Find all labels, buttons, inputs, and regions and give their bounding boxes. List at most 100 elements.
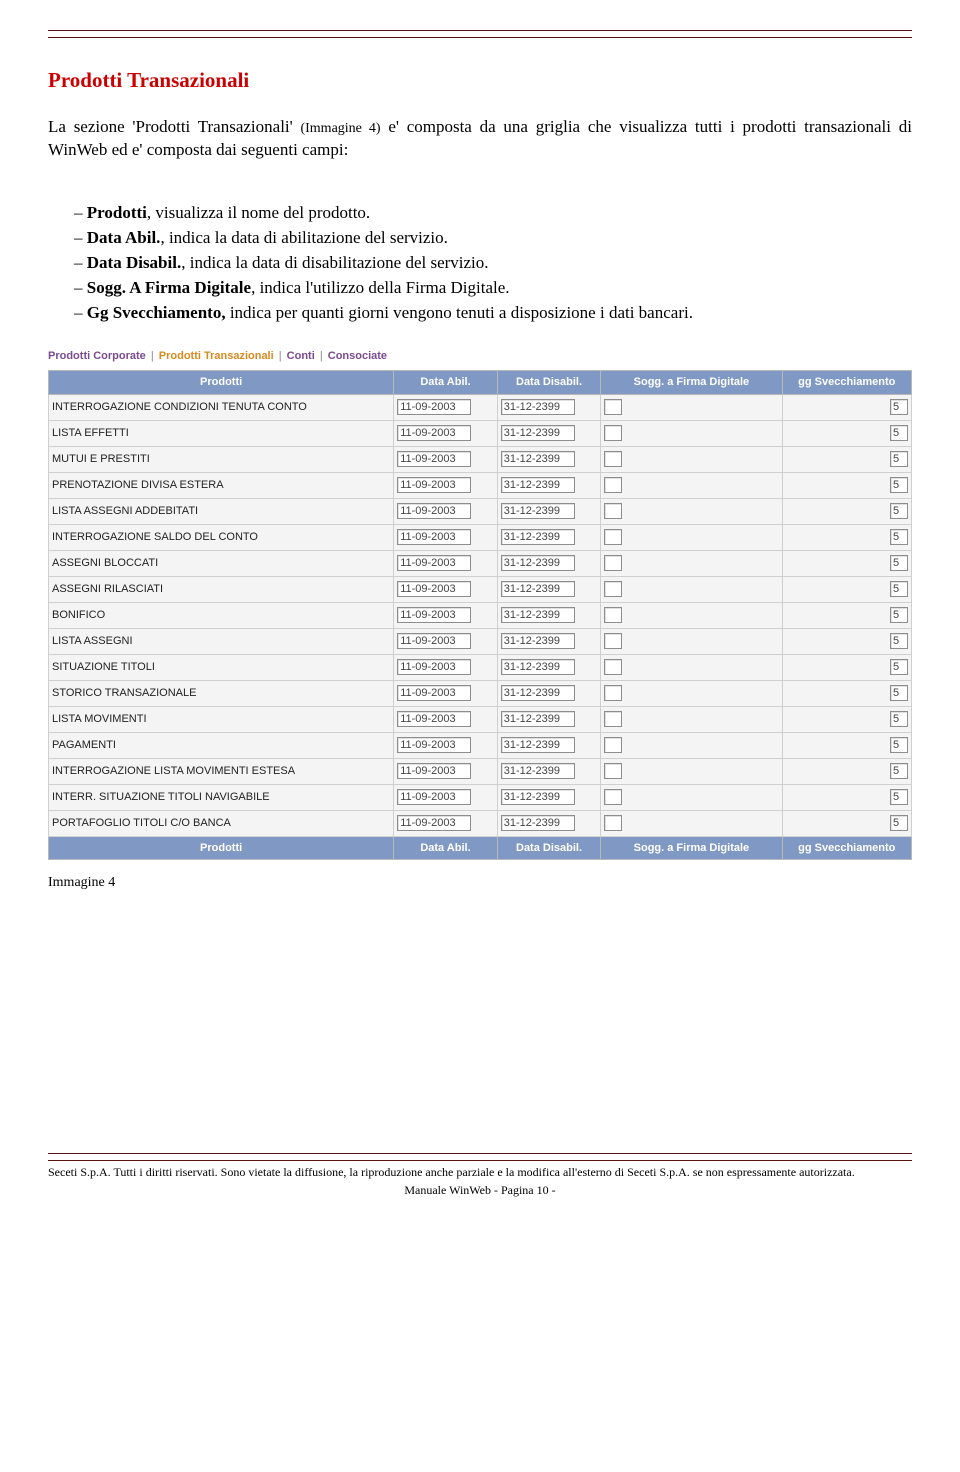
input-gg-svecc[interactable] xyxy=(890,633,908,649)
input-gg-svecc[interactable] xyxy=(890,763,908,779)
input-sogg-firma[interactable] xyxy=(604,529,622,545)
input-data-abil[interactable] xyxy=(397,581,471,597)
input-gg-svecc[interactable] xyxy=(890,503,908,519)
input-sogg-firma[interactable] xyxy=(604,503,622,519)
cell-sogg-firma xyxy=(601,784,782,810)
input-data-disabil[interactable] xyxy=(501,763,575,779)
footer-rights: Seceti S.p.A. Tutti i diritti riservati.… xyxy=(48,1165,912,1180)
cell-gg-svecc xyxy=(782,524,911,550)
input-data-abil[interactable] xyxy=(397,451,471,467)
input-data-abil[interactable] xyxy=(397,633,471,649)
input-sogg-firma[interactable] xyxy=(604,659,622,675)
tab-prodotti-transazionali[interactable]: Prodotti Transazionali xyxy=(159,350,274,362)
input-gg-svecc[interactable] xyxy=(890,529,908,545)
cell-prodotto: PORTAFOGLIO TITOLI C/O BANCA xyxy=(49,810,394,836)
cell-prodotto: LISTA MOVIMENTI xyxy=(49,706,394,732)
cell-sogg-firma xyxy=(601,472,782,498)
cell-sogg-firma xyxy=(601,706,782,732)
input-data-disabil[interactable] xyxy=(501,503,575,519)
input-sogg-firma[interactable] xyxy=(604,555,622,571)
input-data-abil[interactable] xyxy=(397,737,471,753)
table-row: PRENOTAZIONE DIVISA ESTERA xyxy=(49,472,912,498)
input-data-abil[interactable] xyxy=(397,763,471,779)
cell-prodotto: INTERROGAZIONE SALDO DEL CONTO xyxy=(49,524,394,550)
cell-gg-svecc xyxy=(782,550,911,576)
input-gg-svecc[interactable] xyxy=(890,399,908,415)
input-sogg-firma[interactable] xyxy=(604,581,622,597)
input-data-abil[interactable] xyxy=(397,529,471,545)
input-sogg-firma[interactable] xyxy=(604,789,622,805)
input-sogg-firma[interactable] xyxy=(604,399,622,415)
cell-sogg-firma xyxy=(601,680,782,706)
input-sogg-firma[interactable] xyxy=(604,451,622,467)
input-gg-svecc[interactable] xyxy=(890,659,908,675)
input-data-disabil[interactable] xyxy=(501,581,575,597)
input-data-disabil[interactable] xyxy=(501,451,575,467)
table-row: LISTA MOVIMENTI xyxy=(49,706,912,732)
input-data-abil[interactable] xyxy=(397,711,471,727)
input-data-abil[interactable] xyxy=(397,399,471,415)
tabs-bar: Prodotti Corporate | Prodotti Transazion… xyxy=(48,349,912,364)
cell-prodotto: ASSEGNI RILASCIATI xyxy=(49,576,394,602)
input-gg-svecc[interactable] xyxy=(890,425,908,441)
page-rule-bottom-2 xyxy=(48,1160,912,1161)
input-sogg-firma[interactable] xyxy=(604,477,622,493)
cell-sogg-firma xyxy=(601,602,782,628)
input-data-disabil[interactable] xyxy=(501,477,575,493)
input-data-disabil[interactable] xyxy=(501,685,575,701)
cell-prodotto: PAGAMENTI xyxy=(49,732,394,758)
field-name: Data Abil. xyxy=(87,228,161,247)
input-data-disabil[interactable] xyxy=(501,789,575,805)
input-sogg-firma[interactable] xyxy=(604,815,622,831)
input-data-disabil[interactable] xyxy=(501,711,575,727)
input-sogg-firma[interactable] xyxy=(604,425,622,441)
input-gg-svecc[interactable] xyxy=(890,555,908,571)
input-data-abil[interactable] xyxy=(397,425,471,441)
input-gg-svecc[interactable] xyxy=(890,815,908,831)
input-gg-svecc[interactable] xyxy=(890,451,908,467)
input-data-disabil[interactable] xyxy=(501,815,575,831)
input-sogg-firma[interactable] xyxy=(604,685,622,701)
input-sogg-firma[interactable] xyxy=(604,607,622,623)
input-sogg-firma[interactable] xyxy=(604,763,622,779)
input-gg-svecc[interactable] xyxy=(890,737,908,753)
section-heading: Prodotti Transazionali xyxy=(48,66,912,94)
input-data-abil[interactable] xyxy=(397,555,471,571)
input-data-abil[interactable] xyxy=(397,659,471,675)
tf-prodotti: Prodotti xyxy=(49,836,394,860)
cell-data-abil xyxy=(394,628,498,654)
input-gg-svecc[interactable] xyxy=(890,477,908,493)
input-data-abil[interactable] xyxy=(397,607,471,623)
input-gg-svecc[interactable] xyxy=(890,685,908,701)
cell-data-disabil xyxy=(497,654,601,680)
input-sogg-firma[interactable] xyxy=(604,737,622,753)
input-data-abil[interactable] xyxy=(397,789,471,805)
input-sogg-firma[interactable] xyxy=(604,711,622,727)
cell-data-abil xyxy=(394,420,498,446)
input-data-disabil[interactable] xyxy=(501,659,575,675)
table-row: MUTUI E PRESTITI xyxy=(49,446,912,472)
input-gg-svecc[interactable] xyxy=(890,581,908,597)
input-data-disabil[interactable] xyxy=(501,399,575,415)
input-gg-svecc[interactable] xyxy=(890,789,908,805)
input-data-disabil[interactable] xyxy=(501,425,575,441)
input-data-abil[interactable] xyxy=(397,503,471,519)
input-data-disabil[interactable] xyxy=(501,633,575,649)
cell-sogg-firma xyxy=(601,446,782,472)
input-data-abil[interactable] xyxy=(397,477,471,493)
input-data-disabil[interactable] xyxy=(501,607,575,623)
input-data-disabil[interactable] xyxy=(501,737,575,753)
tab-prodotti-corporate[interactable]: Prodotti Corporate xyxy=(48,350,146,362)
field-name: Prodotti xyxy=(87,203,147,222)
input-data-abil[interactable] xyxy=(397,815,471,831)
input-data-abil[interactable] xyxy=(397,685,471,701)
input-data-disabil[interactable] xyxy=(501,529,575,545)
input-gg-svecc[interactable] xyxy=(890,711,908,727)
tab-conti[interactable]: Conti xyxy=(287,350,315,362)
input-gg-svecc[interactable] xyxy=(890,607,908,623)
tab-consociate[interactable]: Consociate xyxy=(328,350,387,362)
field-list-item: Sogg. A Firma Digitale, indica l'utilizz… xyxy=(74,277,912,300)
cell-gg-svecc xyxy=(782,654,911,680)
input-data-disabil[interactable] xyxy=(501,555,575,571)
input-sogg-firma[interactable] xyxy=(604,633,622,649)
